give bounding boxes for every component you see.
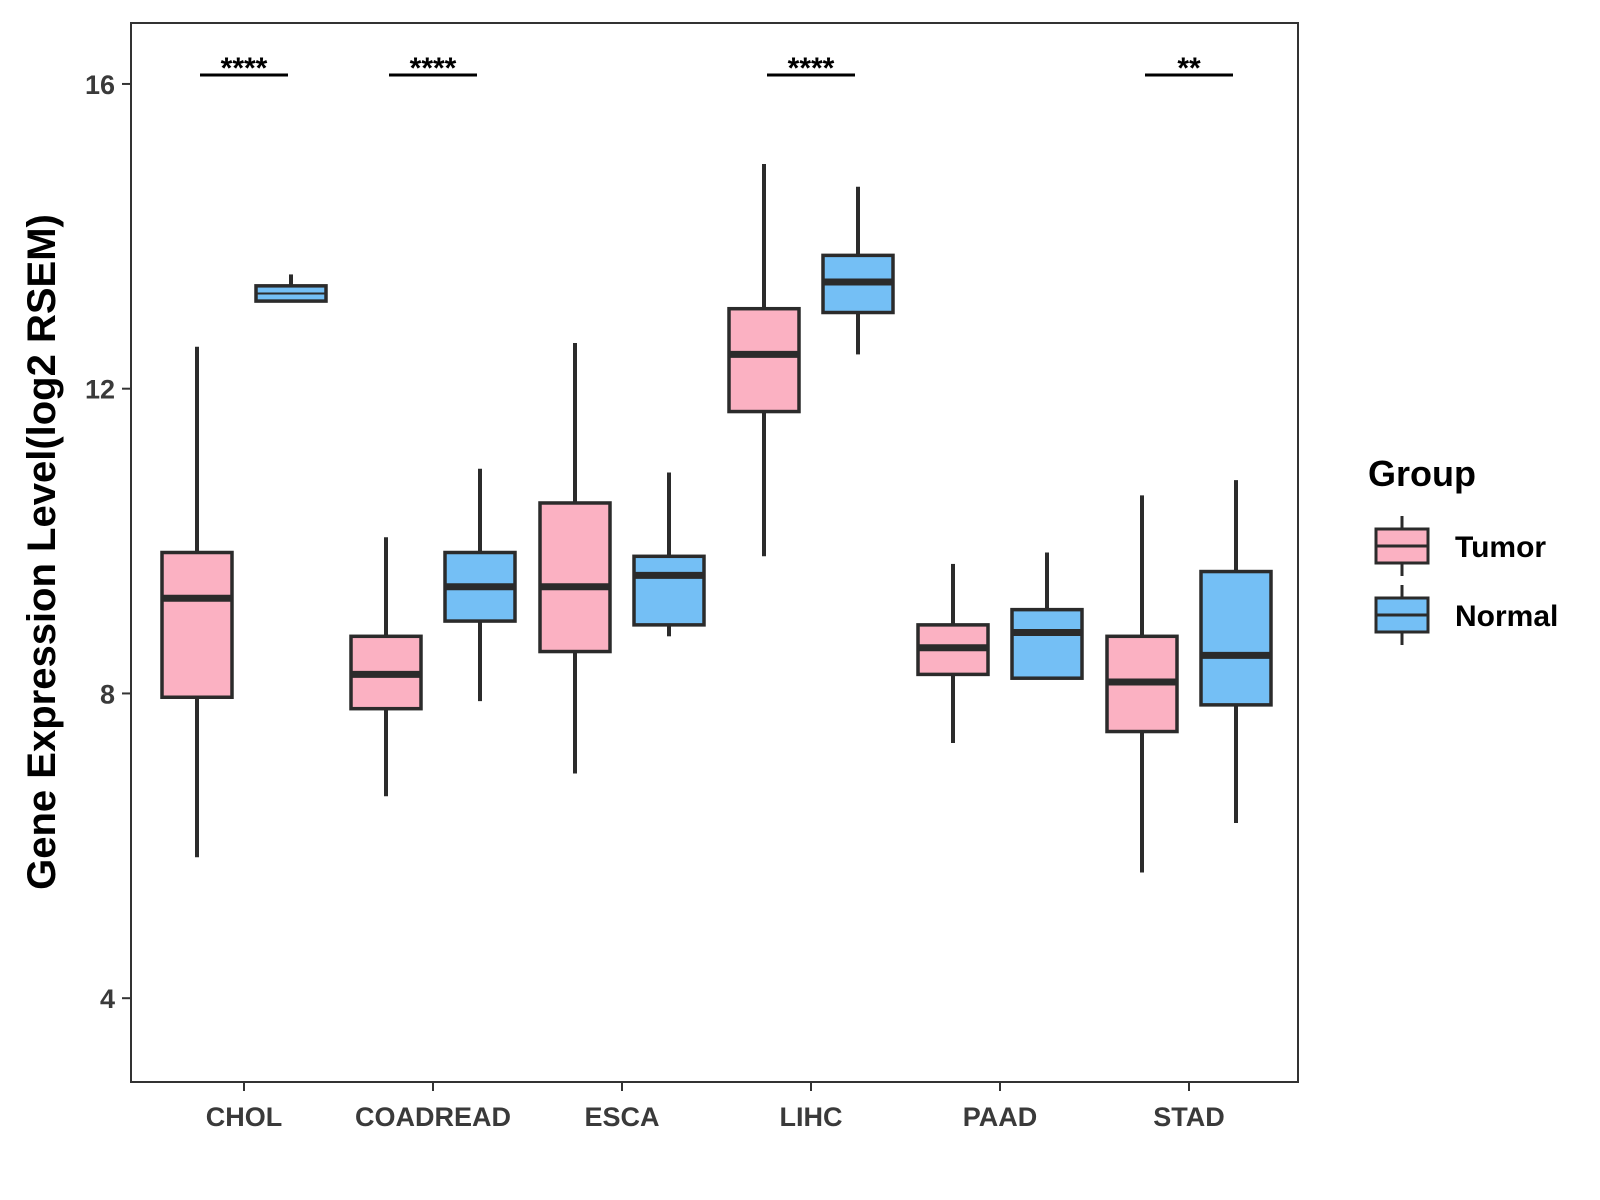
y-tick-label-12: 12 <box>85 375 115 405</box>
legend-title: Group <box>1368 453 1476 494</box>
significance-label-stad: ** <box>1177 52 1201 85</box>
box-normal-stad <box>1199 569 1273 707</box>
significance-annotations: **** **** **** ** <box>200 52 1233 85</box>
y-axis-title: Gene Expression Level(log2 RSEM) <box>20 214 64 890</box>
x-tick-label-chol: CHOL <box>206 1102 283 1132</box>
x-tick-label-esca: ESCA <box>584 1102 659 1132</box>
box-tumor-esca <box>538 501 612 654</box>
x-axis: CHOL COADREAD ESCA LIHC PAAD STAD <box>206 1082 1225 1132</box>
y-tick-label-16: 16 <box>85 70 115 100</box>
significance-label-chol: **** <box>221 52 268 85</box>
legend-label-tumor: Tumor <box>1455 531 1546 564</box>
x-tick-label-paad: PAAD <box>963 1102 1038 1132</box>
box-normal-paad <box>1010 607 1084 680</box>
x-tick-label-lihc: LIHC <box>780 1102 843 1132</box>
x-tick-label-coadread: COADREAD <box>355 1102 511 1132</box>
box-marks <box>160 163 1273 873</box>
significance-label-coadread: **** <box>410 52 457 85</box>
box-normal-esca <box>632 554 706 627</box>
y-axis: 4 8 12 16 <box>85 70 131 1014</box>
box-tumor-lihc <box>727 306 801 414</box>
y-tick-label-8: 8 <box>100 679 115 709</box>
plot-panel <box>130 22 1299 1083</box>
box-tumor-chol <box>160 550 234 700</box>
y-tick-label-4: 4 <box>100 984 115 1014</box>
legend-label-normal: Normal <box>1455 600 1558 633</box>
legend: Group Tumor Normal <box>1368 453 1558 645</box>
x-tick-label-stad: STAD <box>1153 1102 1225 1132</box>
significance-label-lihc: **** <box>788 52 835 85</box>
